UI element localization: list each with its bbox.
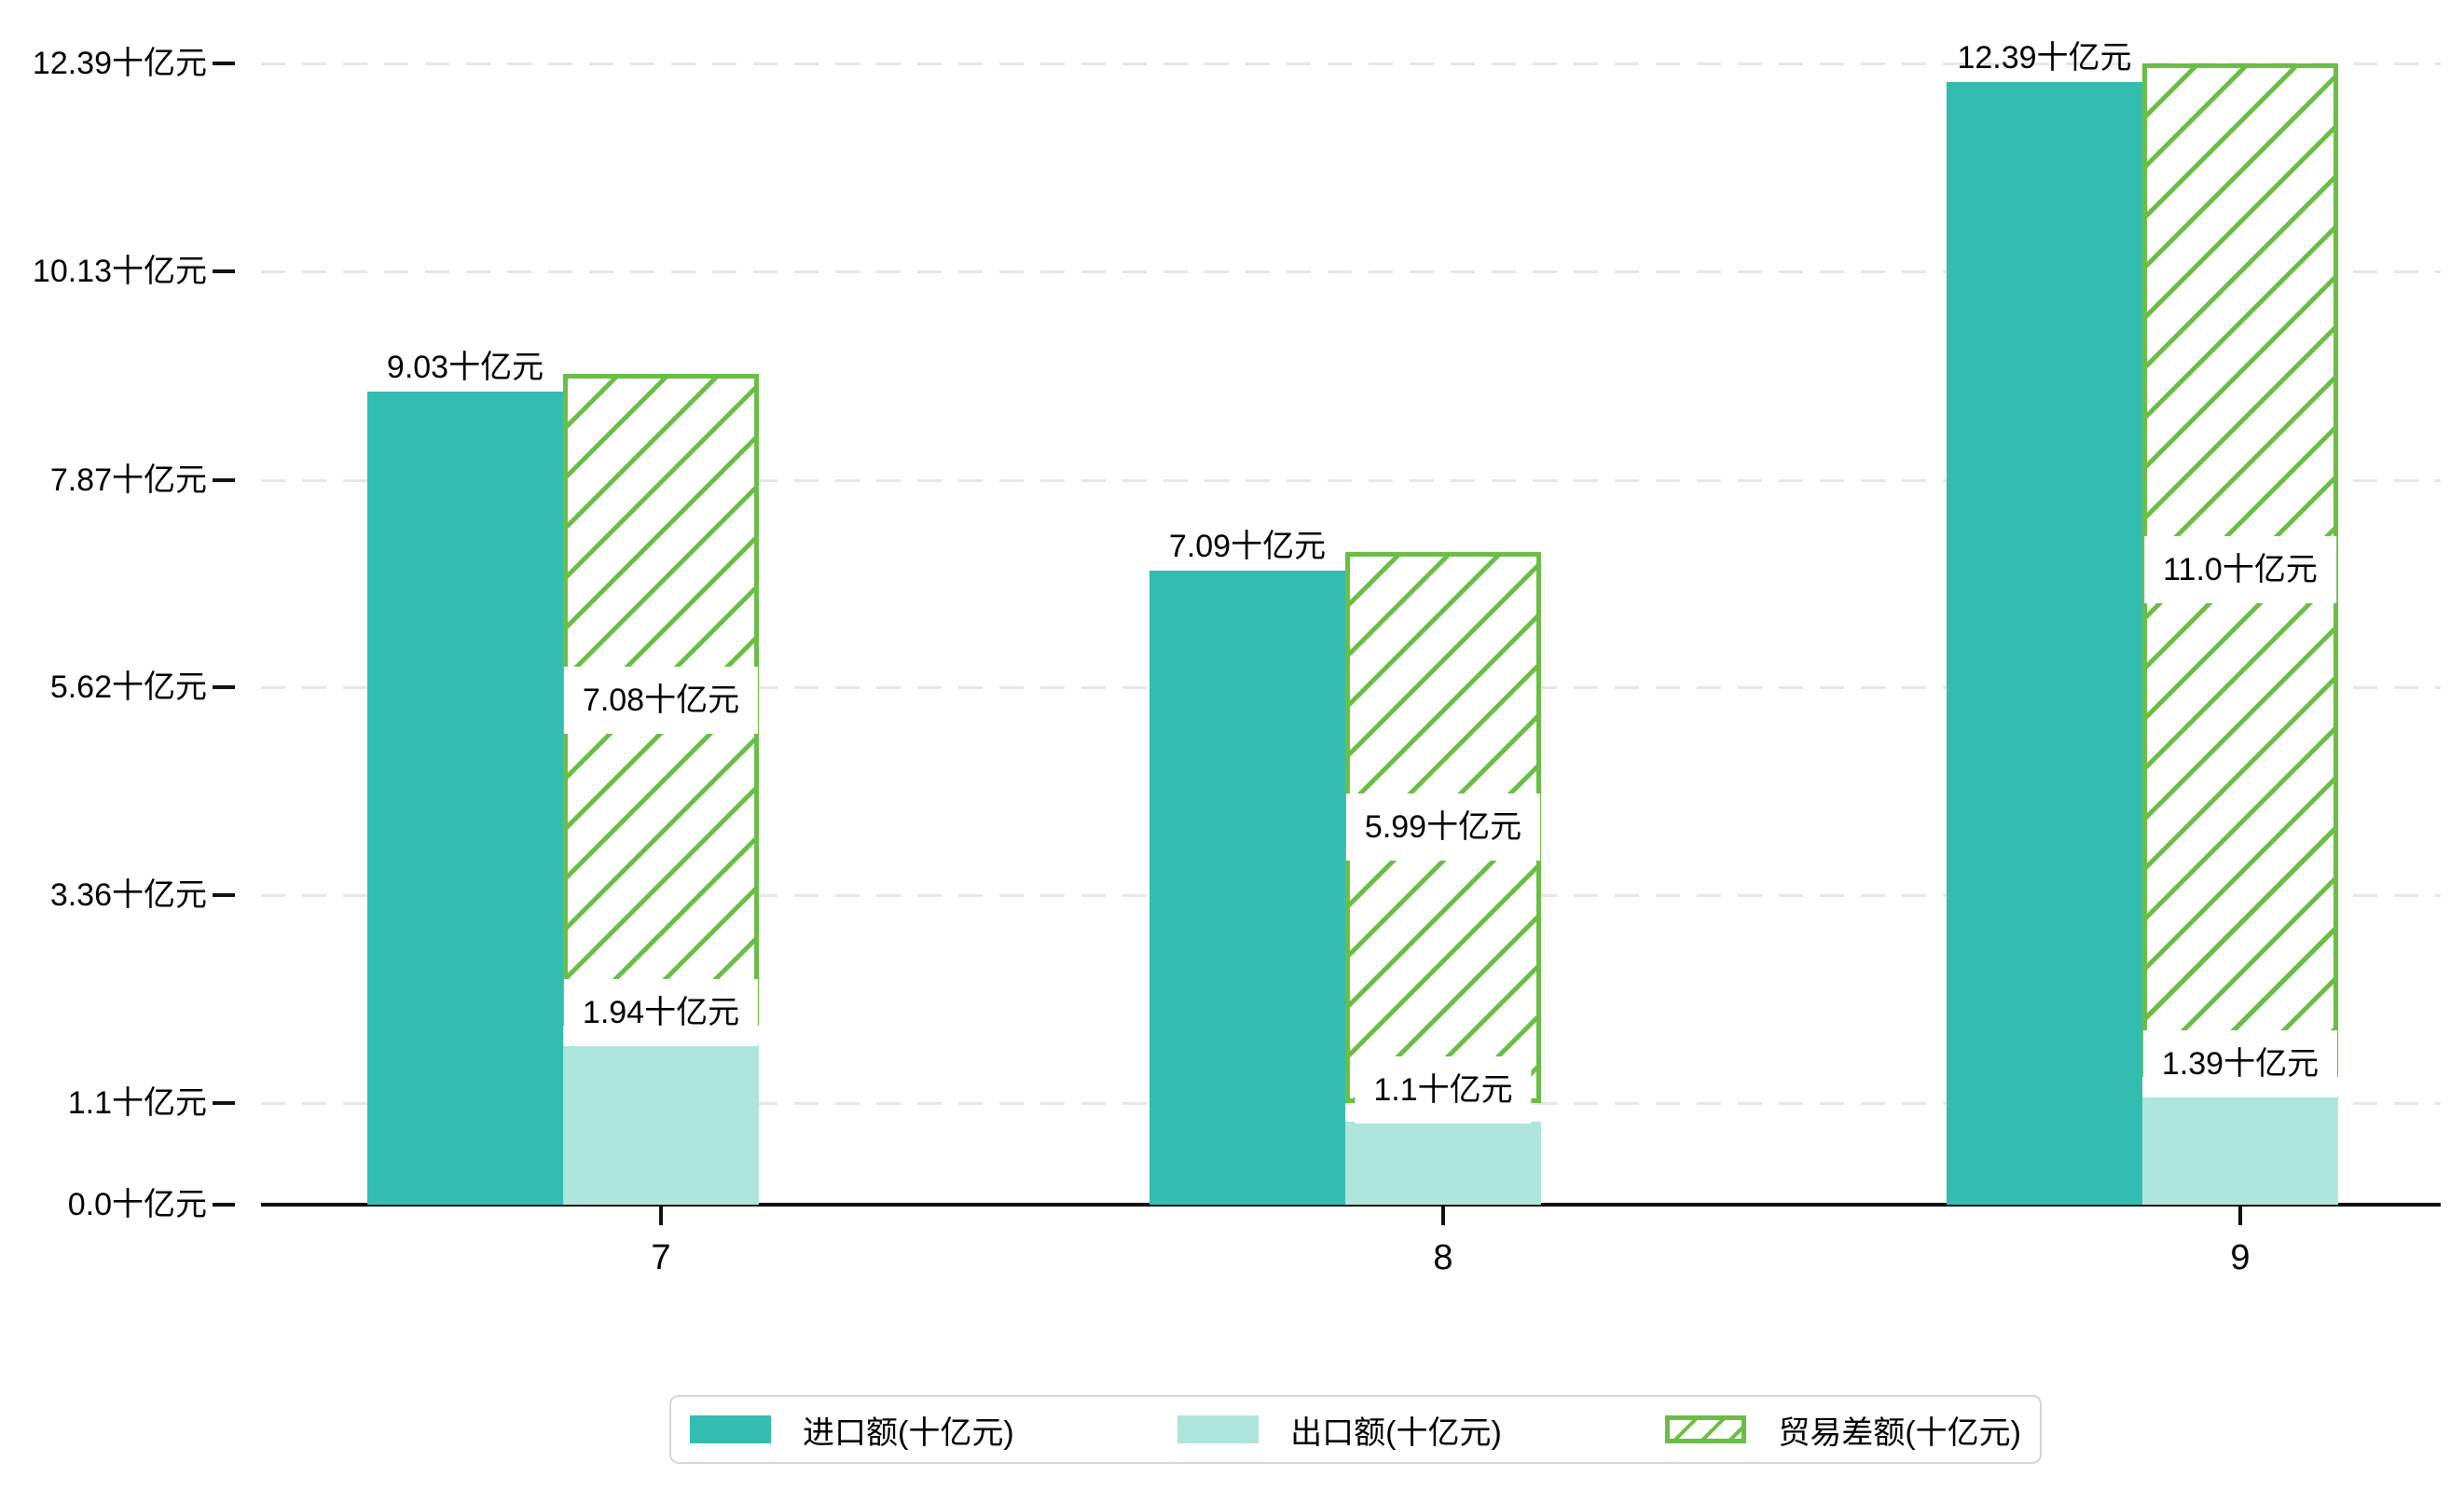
legend-label-balance: 贸易差额(十亿元): [1778, 1414, 2021, 1451]
y-gridline: [261, 270, 2441, 274]
y-tick-mark: [213, 269, 235, 274]
import-value-label: 12.39十亿元: [1957, 40, 2132, 76]
balance-value-label: 5.99十亿元: [1345, 793, 1541, 862]
y-tick-mark: [213, 62, 235, 65]
export-value-label: 1.1十亿元: [1355, 1056, 1532, 1124]
y-tick-label: 3.36十亿元: [49, 877, 207, 914]
x-tick-label: 8: [1433, 1238, 1453, 1277]
legend-label-export: 出口额(十亿元): [1290, 1414, 1502, 1451]
balance-swatch-icon: [1665, 1415, 1747, 1443]
y-tick-label: 7.87十亿元: [49, 462, 207, 498]
x-tick-mark: [2238, 1207, 2242, 1225]
legend-item-balance: 贸易差额(十亿元): [1665, 1407, 2021, 1453]
legend-item-export: 出口额(十亿元): [1177, 1407, 1502, 1453]
y-tick-mark: [213, 893, 235, 898]
y-tick-label: 5.62十亿元: [49, 669, 207, 705]
y-tick-label: 12.39十亿元: [32, 46, 207, 81]
y-tick-label: 1.1十亿元: [67, 1085, 207, 1122]
export-value-label: 1.94十亿元: [563, 979, 759, 1047]
y-tick-label: 0.0十亿元: [67, 1187, 207, 1222]
export-value-label: 1.39十亿元: [2142, 1029, 2338, 1097]
export-bar: [1345, 1122, 1541, 1205]
export-bar: [563, 1044, 759, 1205]
import-bar: [367, 391, 563, 1205]
y-tick-mark: [213, 477, 235, 482]
x-tick-label: 7: [651, 1238, 671, 1277]
import-bar: [1149, 570, 1345, 1205]
y-gridline: [261, 62, 2441, 65]
import-value-label: 7.09十亿元: [1168, 528, 1327, 564]
y-tick-mark: [213, 1101, 235, 1106]
balance-value-label: 11.0十亿元: [2144, 536, 2336, 604]
legend: 进口额(十亿元) 出口额(十亿元) 贸易差额(十亿元): [669, 1395, 2042, 1464]
export-swatch-icon: [1177, 1415, 1260, 1443]
y-tick-label: 10.13十亿元: [32, 254, 207, 290]
x-tick-label: 9: [2230, 1238, 2251, 1277]
y-tick-mark: [213, 684, 235, 689]
legend-label-import: 进口额(十亿元): [803, 1414, 1014, 1451]
y-gridline: [261, 478, 2441, 482]
export-bar: [2142, 1095, 2338, 1205]
import-value-label: 9.03十亿元: [386, 349, 544, 385]
x-axis-line: [261, 1203, 2441, 1207]
balance-value-label: 7.08十亿元: [563, 666, 759, 734]
x-tick-mark: [659, 1207, 663, 1225]
x-tick-mark: [1441, 1207, 1445, 1225]
legend-item-import: 进口额(十亿元): [690, 1407, 1014, 1453]
y-gridline: [261, 1102, 2441, 1106]
y-tick-mark: [213, 1203, 235, 1207]
import-bar: [1947, 82, 2142, 1205]
import-swatch-icon: [690, 1415, 771, 1443]
